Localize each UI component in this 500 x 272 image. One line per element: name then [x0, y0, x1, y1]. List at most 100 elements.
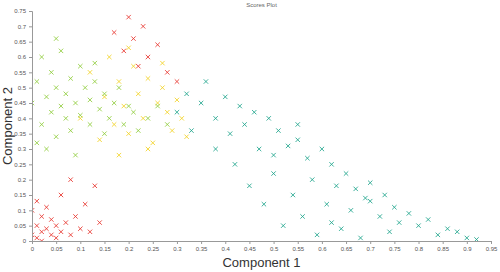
x-tick-mark	[394, 241, 395, 244]
x-tick: 0.55	[292, 241, 304, 252]
y-tick: 0	[23, 238, 32, 244]
point	[88, 230, 92, 234]
x-tick-mark	[274, 241, 275, 244]
point	[68, 177, 72, 181]
point	[165, 110, 169, 114]
x-tick-label: 0.5	[270, 246, 279, 252]
point	[310, 177, 314, 181]
point	[267, 116, 271, 120]
point	[276, 128, 280, 132]
point	[131, 110, 135, 114]
y-tick-label: 0.2	[18, 177, 27, 183]
point	[54, 236, 58, 240]
point	[44, 227, 48, 231]
point	[122, 49, 126, 53]
point	[107, 116, 111, 120]
y-tick: 0.2	[18, 177, 32, 183]
point	[102, 131, 106, 135]
point	[49, 233, 53, 237]
x-tick-label: 0.8	[415, 246, 424, 252]
point	[54, 36, 58, 40]
x-tick-mark	[322, 241, 323, 244]
point	[465, 236, 469, 240]
point	[339, 227, 343, 231]
point	[39, 55, 43, 59]
point	[93, 61, 97, 65]
point	[315, 233, 319, 237]
x-tick: 0.75	[389, 241, 401, 252]
x-tick-mark	[201, 241, 202, 244]
point	[35, 223, 39, 227]
point	[354, 187, 358, 191]
point	[122, 122, 126, 126]
y-tick-mark	[29, 195, 32, 196]
point	[238, 104, 242, 108]
series	[32, 15, 179, 241]
point	[73, 153, 77, 157]
y-tick: 0.15	[14, 192, 32, 198]
point	[363, 196, 367, 200]
x-tick-mark	[177, 241, 178, 244]
point	[445, 227, 449, 231]
point	[392, 205, 396, 209]
point	[83, 202, 87, 206]
y-tick-mark	[29, 164, 32, 165]
point	[286, 144, 290, 148]
point	[160, 85, 164, 89]
point	[170, 128, 174, 132]
x-tick: 0.95	[486, 241, 498, 252]
x-tick-mark	[491, 241, 492, 244]
point	[68, 128, 72, 132]
y-tick-label: 0.4	[18, 116, 27, 122]
y-tick: 0.35	[14, 131, 32, 137]
point	[296, 138, 300, 142]
point	[44, 147, 48, 151]
series	[78, 46, 189, 158]
x-tick: 0.15	[99, 241, 111, 252]
y-tick-mark	[29, 134, 32, 135]
point	[416, 223, 420, 227]
y-tick-mark	[29, 11, 32, 12]
point	[358, 236, 362, 240]
x-tick: 0.3	[173, 241, 182, 252]
y-tick: 0.1	[18, 208, 32, 214]
point	[97, 107, 101, 111]
point	[64, 92, 68, 96]
y-tick-label: 0.75	[14, 8, 26, 14]
y-tick-mark	[29, 241, 32, 242]
point	[126, 104, 130, 108]
point	[175, 79, 179, 83]
point	[397, 220, 401, 224]
y-tick-mark	[29, 57, 32, 58]
x-tick-label: 0.9	[463, 246, 472, 252]
point	[78, 113, 82, 117]
point	[175, 110, 179, 114]
point	[334, 184, 338, 188]
point	[146, 116, 150, 120]
point	[131, 64, 135, 68]
y-tick-mark	[29, 88, 32, 89]
x-tick-label: 0.55	[292, 246, 304, 252]
point	[35, 236, 39, 240]
point	[93, 79, 97, 83]
y-tick-label: 0.65	[14, 39, 26, 45]
y-tick: 0.25	[14, 162, 32, 168]
point	[160, 61, 164, 65]
point	[39, 214, 43, 218]
y-tick-label: 0.1	[18, 208, 27, 214]
point	[180, 116, 184, 120]
y-tick-mark	[29, 118, 32, 119]
y-tick-mark	[29, 226, 32, 227]
point	[329, 162, 333, 166]
x-tick-label: 0.15	[99, 246, 111, 252]
point	[271, 153, 275, 157]
y-tick-label: 0.15	[14, 192, 26, 198]
point	[112, 101, 116, 105]
point	[35, 79, 39, 83]
point	[59, 49, 63, 53]
point	[107, 55, 111, 59]
y-tick: 0.3	[18, 146, 32, 152]
x-tick: 0.05	[51, 241, 63, 252]
x-tick: 0.45	[244, 241, 256, 252]
x-tick: 0.2	[125, 241, 134, 252]
